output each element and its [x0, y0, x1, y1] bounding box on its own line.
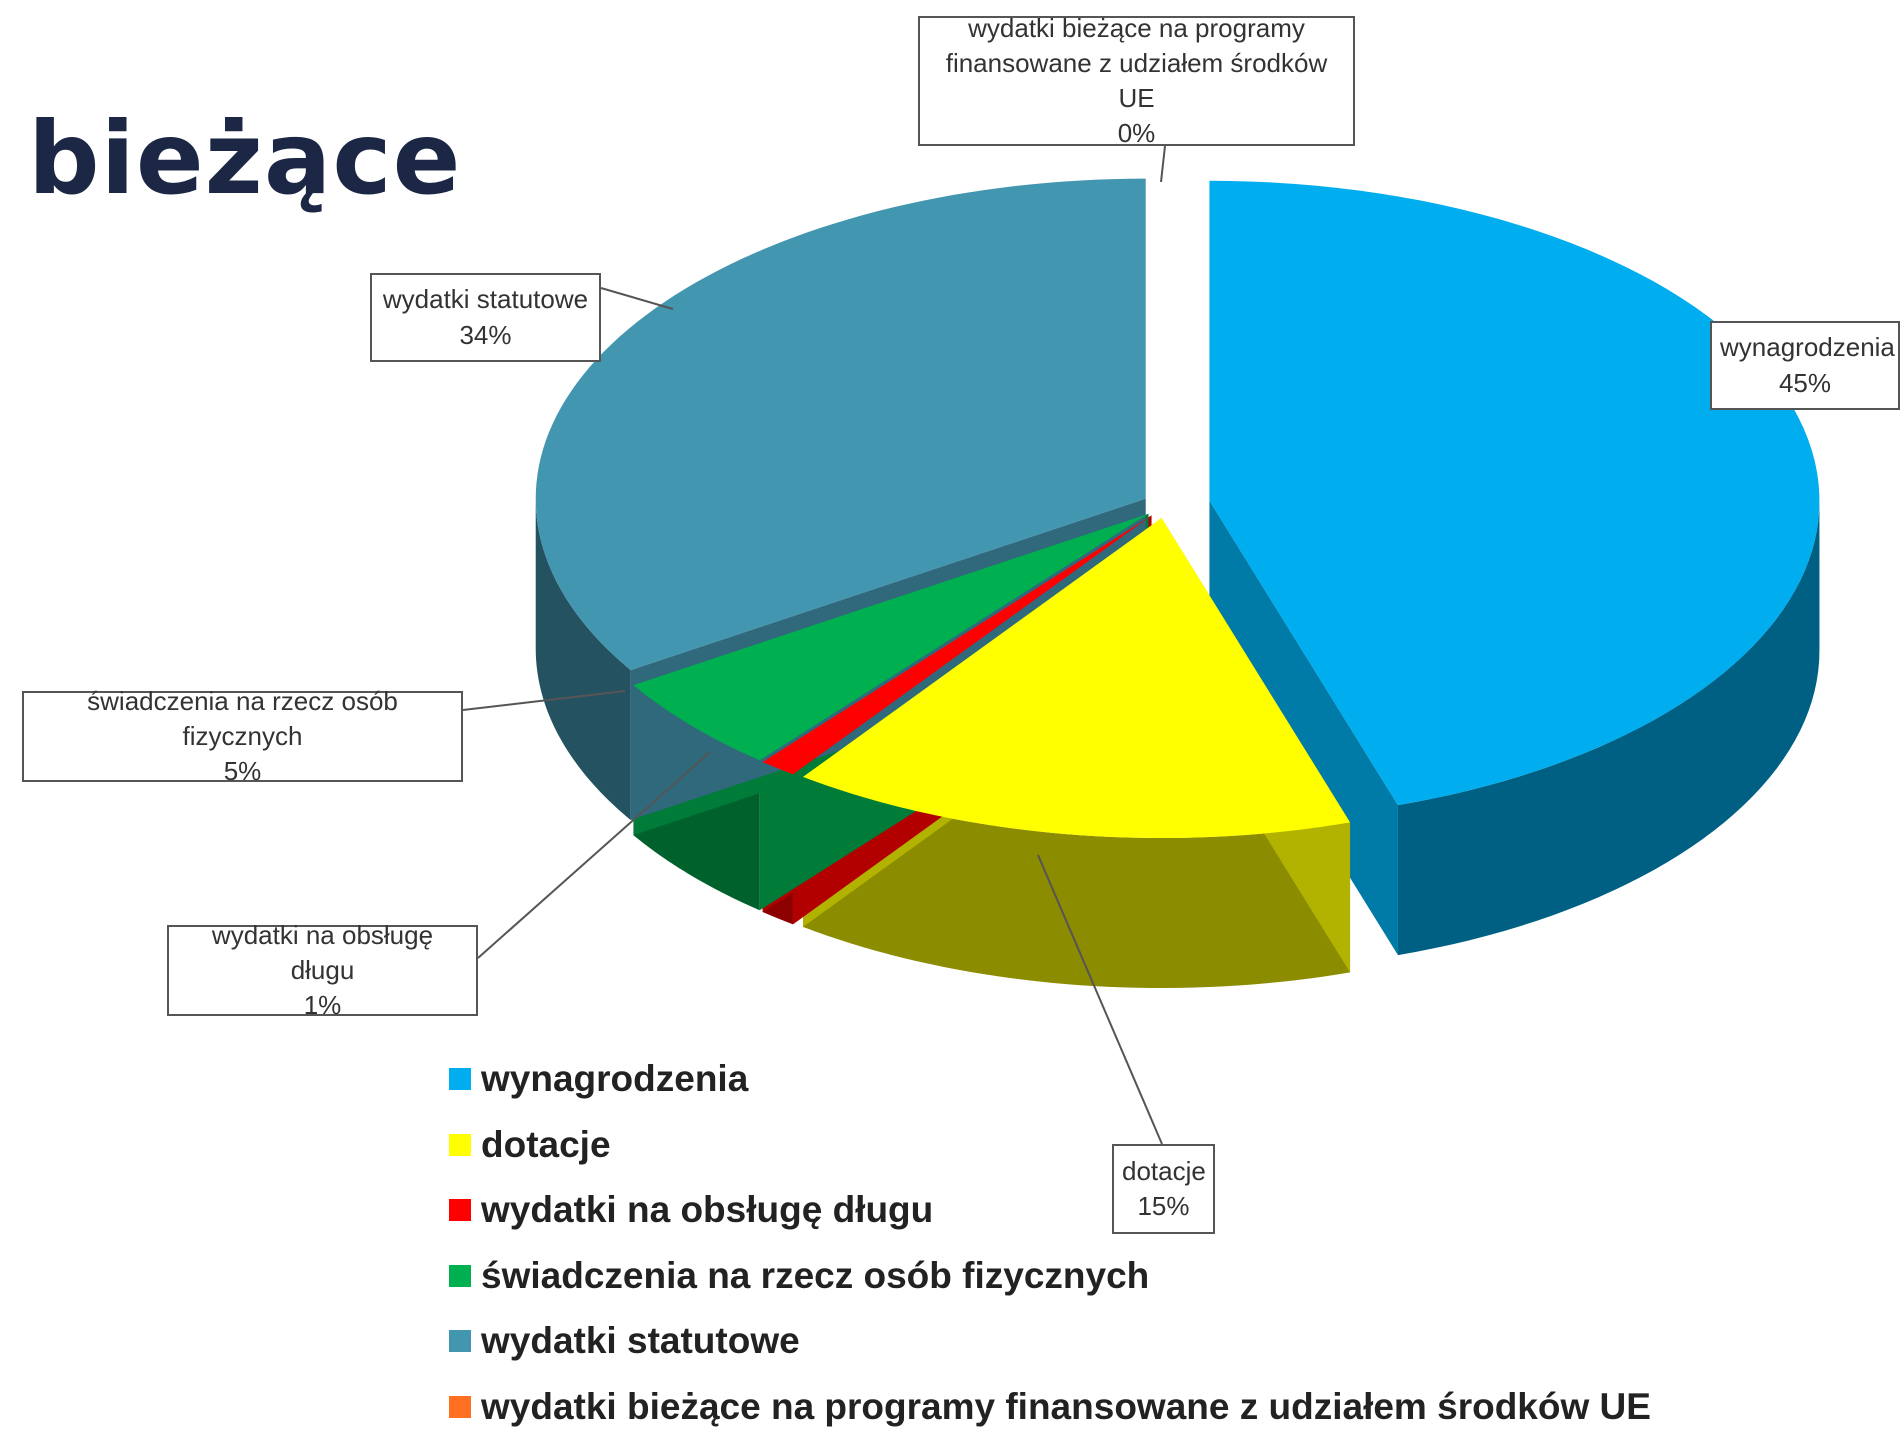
- legend-label: świadczenia na rzecz osób fizycznych: [481, 1254, 1150, 1296]
- data-callout: wynagrodzenia 45%: [1710, 321, 1900, 410]
- callout-value: 0%: [1117, 118, 1156, 149]
- legend-label: wydatki na obsługę długu: [481, 1189, 934, 1230]
- callout-value: 5%: [223, 756, 262, 787]
- legend-item: wydatki statutowe: [449, 1320, 800, 1362]
- data-callout: wydatki na obsługę długu 1%: [167, 920, 478, 1020]
- callout-value: 1%: [303, 990, 342, 1021]
- leader-line: [600, 287, 674, 310]
- leader-line: [462, 690, 626, 711]
- legend-swatch: [449, 1330, 471, 1352]
- callout-name: wydatki bieżące na programy finansowane …: [945, 12, 1328, 113]
- leader-line: [1037, 854, 1163, 1145]
- data-callout: dotacje 15%: [1112, 1144, 1215, 1234]
- legend-label: wydatki statutowe: [481, 1320, 800, 1361]
- slice-tops: [535, 178, 1820, 839]
- legend-swatch: [449, 1264, 471, 1287]
- legend-label: wynagrodzenia: [481, 1058, 749, 1099]
- callout-name: wynagrodzenia: [1720, 332, 1895, 363]
- leader-line: [1160, 145, 1166, 183]
- data-callout: wydatki statutowe 34%: [370, 273, 601, 362]
- pie-slice: [535, 178, 1146, 671]
- pie-slice: [762, 515, 1152, 775]
- data-callout: wydatki bieżące na programy finansowane …: [918, 13, 1355, 148]
- legend-item: wydatki na obsługę długu: [449, 1189, 933, 1231]
- pie-slice: [633, 513, 1149, 761]
- legend-swatch: [449, 1395, 471, 1418]
- slice-wall: [803, 776, 1351, 989]
- pie-slice: [803, 518, 1351, 839]
- legend-item: wydatki bieżące na programy finansowane …: [449, 1386, 1651, 1428]
- callout-value: 34%: [459, 319, 512, 350]
- legend-label: wydatki bieżące na programy finansowane …: [481, 1385, 1651, 1427]
- legend-item: dotacje: [449, 1124, 611, 1166]
- callout-name: dotacje: [1122, 1155, 1206, 1186]
- slice-wall: [1397, 500, 1820, 956]
- callout-value: 45%: [1778, 367, 1832, 398]
- chart-title: bieżące: [28, 100, 462, 217]
- callout-name: świadczenia na rzecz osób fizycznych: [87, 685, 398, 751]
- legend-swatch: [449, 1199, 471, 1221]
- legend-label: dotacje: [481, 1123, 611, 1165]
- callout-name: wydatki statutowe: [382, 284, 589, 315]
- legend-swatch: [449, 1068, 471, 1090]
- legend-item: wynagrodzenia: [449, 1058, 748, 1100]
- slice-wall: [535, 498, 631, 821]
- slice-side: [1209, 500, 1398, 956]
- leader-line: [477, 751, 711, 959]
- callout-value: 15%: [1137, 1191, 1190, 1221]
- legend-item: świadczenia na rzecz osób fizycznych: [449, 1255, 1149, 1297]
- legend-swatch: [449, 1133, 471, 1156]
- pie-slice: [1209, 180, 1820, 806]
- data-callout: świadczenia na rzecz osób fizycznych 5%: [22, 686, 463, 786]
- callout-name: wydatki na obsługę długu: [211, 919, 434, 985]
